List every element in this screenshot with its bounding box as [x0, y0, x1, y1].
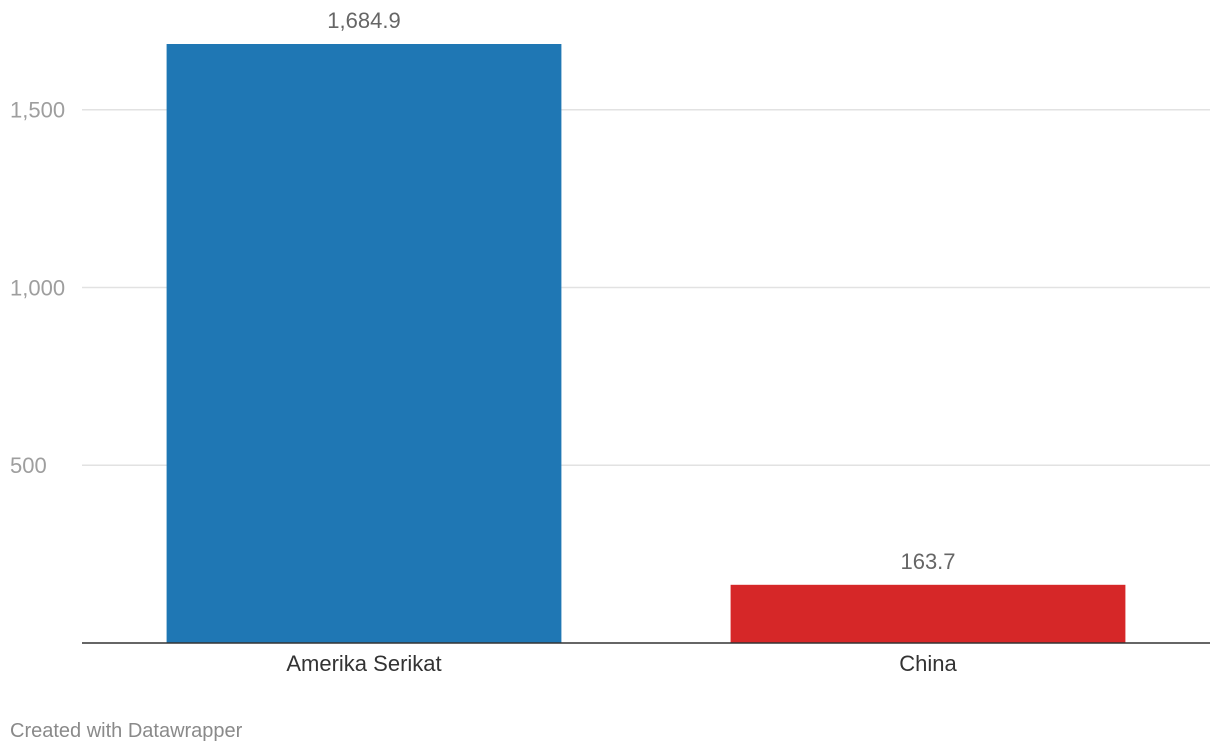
y-tick-label: 1,000	[10, 275, 65, 300]
bars	[166, 44, 1126, 643]
bar-amerika-serikat	[166, 44, 562, 643]
value-label-china: 163.7	[900, 549, 955, 574]
y-tick-label: 500	[10, 453, 47, 478]
category-label-amerika-serikat: Amerika Serikat	[286, 651, 441, 676]
labels: 500 1,000 1,500 1,684.9 Amerika Serikat 163.7…	[10, 8, 958, 676]
category-label-china: China	[899, 651, 957, 676]
datawrapper-credit: Created with Datawrapper	[10, 720, 243, 742]
value-label-amerika-serikat: 1,684.9	[327, 8, 400, 33]
y-tick-label: 1,500	[10, 98, 65, 123]
bar-china	[730, 584, 1126, 643]
bar-chart: 500 1,000 1,500 1,684.9 Amerika Serikat 163.7…	[10, 8, 1210, 676]
